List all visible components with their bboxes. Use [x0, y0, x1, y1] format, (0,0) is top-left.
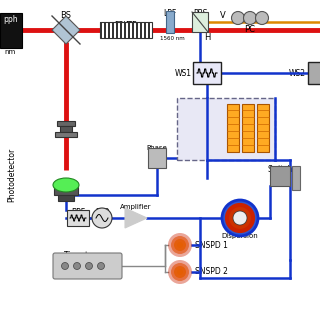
Polygon shape	[125, 208, 147, 228]
Text: H: H	[204, 34, 210, 43]
Bar	[108, 22, 110, 38]
Bar	[58, 195, 74, 201]
Bar	[227, 104, 239, 152]
Text: pph: pph	[4, 15, 18, 25]
Text: BPF: BPF	[71, 208, 85, 217]
Bar	[120, 22, 122, 38]
Circle shape	[85, 262, 92, 269]
Text: 1560 nm: 1560 nm	[160, 36, 184, 41]
Bar	[124, 22, 126, 38]
Bar	[308, 62, 320, 84]
Text: Phase
delay: Phase delay	[147, 145, 167, 158]
Text: Dispersion: Dispersion	[222, 233, 258, 239]
Bar	[166, 11, 174, 33]
Text: SNSPD 1: SNSPD 1	[195, 241, 228, 250]
Text: TFLN: TFLN	[182, 129, 203, 138]
Circle shape	[168, 260, 192, 284]
Text: SNSPD 2: SNSPD 2	[195, 268, 228, 276]
Text: PC: PC	[244, 26, 255, 35]
Bar	[148, 22, 150, 38]
Circle shape	[61, 262, 68, 269]
Circle shape	[171, 263, 189, 281]
Circle shape	[74, 262, 81, 269]
Circle shape	[233, 211, 247, 225]
Circle shape	[92, 208, 112, 228]
Circle shape	[174, 266, 186, 278]
Bar	[112, 22, 114, 38]
Text: BS: BS	[60, 11, 71, 20]
Bar	[193, 62, 221, 84]
Text: Photodetector: Photodetector	[7, 148, 17, 202]
Bar	[148, 148, 166, 168]
Text: Time tagger: Time tagger	[64, 251, 111, 260]
FancyBboxPatch shape	[53, 253, 122, 279]
Text: WS2: WS2	[289, 68, 306, 77]
Text: PPKTP: PPKTP	[115, 21, 137, 30]
Circle shape	[255, 12, 268, 25]
Bar	[242, 104, 254, 152]
Text: LPF: LPF	[164, 9, 177, 18]
Bar	[104, 22, 106, 38]
Bar	[100, 22, 152, 38]
Text: V: V	[220, 11, 226, 20]
Bar	[144, 22, 146, 38]
Bar	[128, 22, 130, 38]
Circle shape	[174, 239, 186, 251]
Text: PBS: PBS	[193, 9, 207, 18]
Bar	[60, 126, 72, 132]
Polygon shape	[52, 16, 80, 44]
Circle shape	[222, 200, 258, 236]
Bar	[116, 22, 118, 38]
Text: Amplifier: Amplifier	[120, 204, 152, 210]
Circle shape	[98, 262, 105, 269]
Circle shape	[177, 269, 183, 275]
Bar	[55, 132, 77, 137]
Text: PLO: PLO	[95, 208, 109, 217]
Bar	[132, 22, 134, 38]
Bar	[192, 12, 208, 32]
Bar	[257, 104, 269, 152]
Text: WS1: WS1	[175, 68, 192, 77]
Bar	[0, 13, 22, 48]
Bar	[140, 22, 142, 38]
Bar	[177, 98, 275, 160]
Text: EOM: EOM	[182, 121, 201, 130]
Bar	[292, 166, 300, 190]
Text: Switch: Switch	[267, 165, 293, 174]
Ellipse shape	[53, 178, 79, 192]
Circle shape	[171, 236, 189, 254]
Circle shape	[168, 233, 192, 257]
Circle shape	[227, 205, 253, 231]
Circle shape	[244, 12, 257, 25]
Bar	[136, 22, 138, 38]
Bar	[67, 210, 89, 226]
Circle shape	[231, 12, 244, 25]
Text: nm: nm	[4, 49, 15, 55]
Circle shape	[177, 242, 183, 248]
Bar	[54, 187, 78, 195]
Bar	[100, 22, 102, 38]
Bar	[57, 121, 75, 126]
Bar	[270, 166, 290, 186]
